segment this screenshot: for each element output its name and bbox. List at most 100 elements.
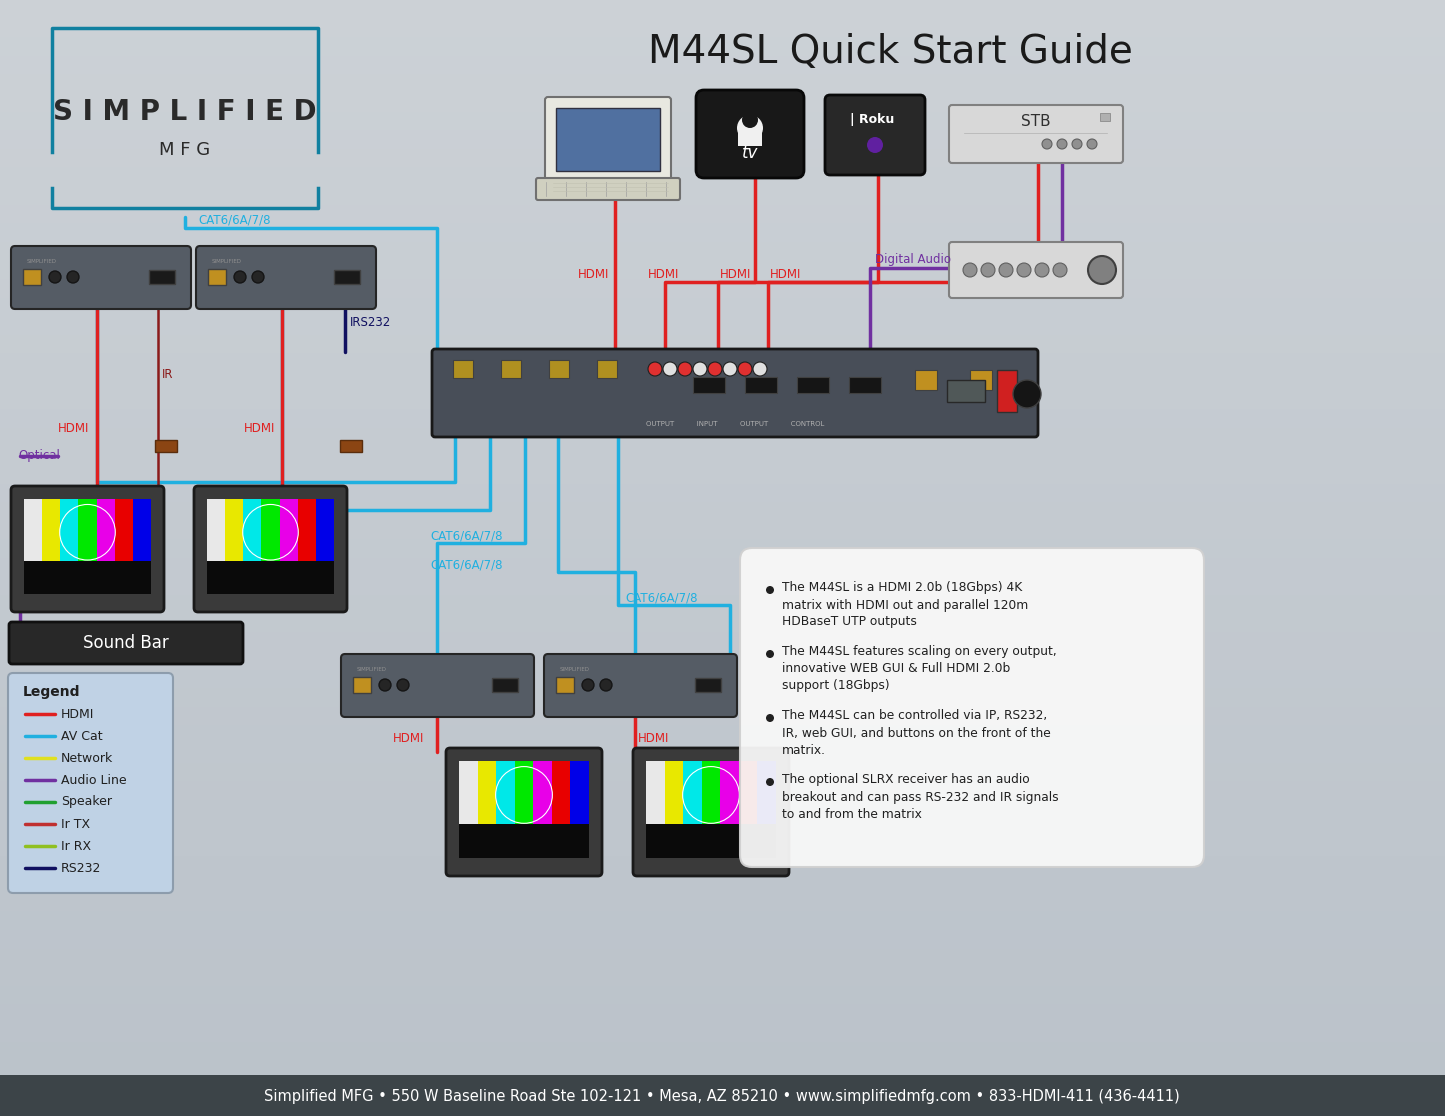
FancyBboxPatch shape <box>12 246 191 309</box>
Circle shape <box>66 271 79 283</box>
Bar <box>946 381 985 402</box>
Text: SIMPLIFIED: SIMPLIFIED <box>27 259 56 264</box>
Text: Network: Network <box>61 751 113 764</box>
Circle shape <box>741 112 759 128</box>
Text: Ir TX: Ir TX <box>61 818 90 830</box>
Bar <box>0 204 1445 224</box>
FancyBboxPatch shape <box>447 748 603 876</box>
Bar <box>0 75 1445 94</box>
Bar <box>720 761 738 824</box>
Circle shape <box>1042 140 1052 150</box>
Circle shape <box>251 271 264 283</box>
Bar <box>0 446 1445 466</box>
Bar <box>0 465 1445 484</box>
Text: The M44SL is a HDMI 2.0b (18Gbps) 4K: The M44SL is a HDMI 2.0b (18Gbps) 4K <box>782 581 1022 595</box>
Bar <box>133 499 150 560</box>
FancyBboxPatch shape <box>543 654 737 716</box>
Circle shape <box>600 679 613 691</box>
Bar <box>0 0 1445 20</box>
Bar <box>738 761 757 824</box>
Circle shape <box>379 679 392 691</box>
Text: AV Cat: AV Cat <box>61 730 103 742</box>
Bar <box>556 108 660 171</box>
FancyBboxPatch shape <box>194 485 347 612</box>
Bar <box>757 761 776 824</box>
Text: matrix.: matrix. <box>782 743 827 757</box>
Text: HDMI: HDMI <box>61 708 94 721</box>
FancyBboxPatch shape <box>696 90 803 177</box>
Bar <box>0 521 1445 540</box>
Bar <box>491 679 517 692</box>
Text: Simplified MFG • 550 W Baseline Road Ste 102-121 • Mesa, AZ 85210 • www.simplifi: Simplified MFG • 550 W Baseline Road Ste… <box>264 1089 1181 1105</box>
Circle shape <box>1072 140 1082 150</box>
Circle shape <box>981 263 996 277</box>
Bar <box>0 502 1445 522</box>
Text: CAT6/6A/7/8: CAT6/6A/7/8 <box>198 213 270 227</box>
Bar <box>798 377 829 393</box>
Bar <box>25 499 42 560</box>
Text: M44SL Quick Start Guide: M44SL Quick Start Guide <box>647 33 1133 71</box>
FancyBboxPatch shape <box>432 349 1038 437</box>
Text: S I M P L I F I E D: S I M P L I F I E D <box>53 98 316 126</box>
Text: Speaker: Speaker <box>61 796 113 808</box>
Bar <box>0 614 1445 634</box>
Bar <box>0 558 1445 578</box>
Bar <box>460 761 477 824</box>
Circle shape <box>397 679 409 691</box>
Bar <box>0 279 1445 299</box>
Bar <box>0 354 1445 373</box>
Bar <box>0 818 1445 838</box>
Circle shape <box>647 362 662 376</box>
Bar <box>0 968 1445 987</box>
Bar <box>0 242 1445 261</box>
Bar <box>0 762 1445 782</box>
Bar <box>208 269 225 285</box>
Bar <box>0 744 1445 763</box>
Text: M F G: M F G <box>159 141 211 158</box>
Text: RS232: RS232 <box>61 862 101 875</box>
Bar <box>25 560 150 594</box>
Text: CAT6/6A/7/8: CAT6/6A/7/8 <box>431 529 503 542</box>
Bar <box>0 949 1445 969</box>
Bar <box>0 706 1445 727</box>
Bar <box>262 499 279 560</box>
Bar <box>340 440 363 452</box>
Text: breakout and can pass RS-232 and IR signals: breakout and can pass RS-232 and IR sign… <box>782 790 1059 804</box>
Text: STB: STB <box>1022 115 1051 129</box>
Text: HDMI: HDMI <box>639 731 669 744</box>
Bar <box>0 186 1445 205</box>
Text: The M44SL can be controlled via IP, RS232,: The M44SL can be controlled via IP, RS23… <box>782 710 1048 722</box>
Bar <box>0 670 1445 690</box>
Text: CAT6/6A/7/8: CAT6/6A/7/8 <box>431 558 503 571</box>
FancyBboxPatch shape <box>633 748 789 876</box>
Bar <box>597 360 617 378</box>
Bar <box>694 377 725 393</box>
Bar <box>279 499 298 560</box>
Bar <box>0 985 1445 1006</box>
Text: HDMI: HDMI <box>244 422 276 434</box>
Bar <box>970 371 993 389</box>
Bar <box>452 360 473 378</box>
Circle shape <box>766 650 775 658</box>
Bar <box>0 260 1445 280</box>
Bar <box>0 56 1445 76</box>
Bar <box>0 856 1445 875</box>
Bar <box>97 499 114 560</box>
Circle shape <box>678 362 692 376</box>
Bar <box>298 499 316 560</box>
Bar <box>496 761 514 824</box>
Circle shape <box>582 679 594 691</box>
Bar <box>243 499 262 560</box>
Bar <box>0 372 1445 392</box>
Text: IRS232: IRS232 <box>350 316 392 328</box>
Text: HDMI: HDMI <box>578 269 610 281</box>
Bar <box>0 874 1445 894</box>
Bar <box>477 761 496 824</box>
Bar <box>0 167 1445 187</box>
Bar <box>207 560 334 594</box>
Bar <box>646 761 665 824</box>
Text: HDMI: HDMI <box>720 269 751 281</box>
Text: matrix with HDMI out and parallel 120m: matrix with HDMI out and parallel 120m <box>782 598 1029 612</box>
Text: The M44SL features scaling on every output,: The M44SL features scaling on every outp… <box>782 645 1056 658</box>
Bar <box>0 391 1445 411</box>
